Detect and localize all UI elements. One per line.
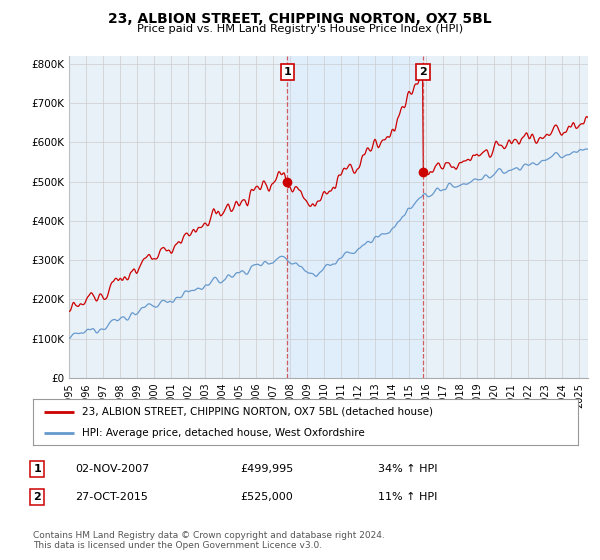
Text: 1: 1 xyxy=(34,464,41,474)
Text: £525,000: £525,000 xyxy=(240,492,293,502)
Text: 34% ↑ HPI: 34% ↑ HPI xyxy=(378,464,437,474)
Text: Price paid vs. HM Land Registry's House Price Index (HPI): Price paid vs. HM Land Registry's House … xyxy=(137,24,463,34)
Text: 02-NOV-2007: 02-NOV-2007 xyxy=(75,464,149,474)
Text: 27-OCT-2015: 27-OCT-2015 xyxy=(75,492,148,502)
Text: 11% ↑ HPI: 11% ↑ HPI xyxy=(378,492,437,502)
Text: 2: 2 xyxy=(34,492,41,502)
Text: 2: 2 xyxy=(419,67,427,77)
Text: 23, ALBION STREET, CHIPPING NORTON, OX7 5BL (detached house): 23, ALBION STREET, CHIPPING NORTON, OX7 … xyxy=(82,407,433,417)
Text: HPI: Average price, detached house, West Oxfordshire: HPI: Average price, detached house, West… xyxy=(82,428,365,438)
Text: 23, ALBION STREET, CHIPPING NORTON, OX7 5BL: 23, ALBION STREET, CHIPPING NORTON, OX7 … xyxy=(108,12,492,26)
Bar xyxy=(287,56,423,378)
Text: Contains HM Land Registry data © Crown copyright and database right 2024.
This d: Contains HM Land Registry data © Crown c… xyxy=(33,531,385,550)
Text: 1: 1 xyxy=(284,67,292,77)
Text: £499,995: £499,995 xyxy=(240,464,293,474)
